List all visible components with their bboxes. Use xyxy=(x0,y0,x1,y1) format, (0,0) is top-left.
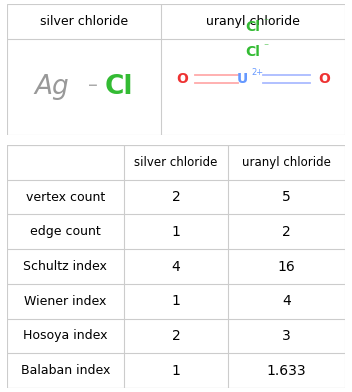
Text: 4: 4 xyxy=(282,294,291,308)
Text: –: – xyxy=(88,76,98,94)
Text: edge count: edge count xyxy=(30,225,101,238)
Text: Schultz index: Schultz index xyxy=(23,260,107,273)
Text: silver chloride: silver chloride xyxy=(40,15,128,28)
Text: uranyl chloride: uranyl chloride xyxy=(242,156,331,169)
Text: Cl: Cl xyxy=(245,20,260,34)
Text: 2: 2 xyxy=(282,225,291,239)
Text: 4: 4 xyxy=(172,260,180,274)
Text: 2: 2 xyxy=(172,329,180,343)
Text: Ag: Ag xyxy=(34,74,69,100)
Text: 1: 1 xyxy=(171,294,181,308)
Text: silver chloride: silver chloride xyxy=(134,156,218,169)
Text: ⁻: ⁻ xyxy=(263,42,268,52)
Text: Balaban index: Balaban index xyxy=(21,364,110,377)
Text: Cl: Cl xyxy=(105,74,133,100)
Text: 3: 3 xyxy=(282,329,291,343)
Text: U: U xyxy=(237,72,248,86)
Text: 5: 5 xyxy=(282,190,291,204)
Text: 1: 1 xyxy=(171,225,181,239)
Text: 1: 1 xyxy=(171,364,181,378)
Text: Hosoya index: Hosoya index xyxy=(23,330,108,343)
Text: uranyl chloride: uranyl chloride xyxy=(206,15,300,28)
Text: 1.633: 1.633 xyxy=(267,364,307,378)
Text: ⁻: ⁻ xyxy=(263,17,268,27)
Text: Cl: Cl xyxy=(245,45,260,59)
Text: O: O xyxy=(318,72,330,86)
Text: vertex count: vertex count xyxy=(26,191,105,203)
Text: 2+: 2+ xyxy=(251,68,263,77)
Text: O: O xyxy=(176,72,188,86)
Text: 2: 2 xyxy=(172,190,180,204)
Text: 16: 16 xyxy=(278,260,296,274)
Text: Wiener index: Wiener index xyxy=(24,295,107,308)
